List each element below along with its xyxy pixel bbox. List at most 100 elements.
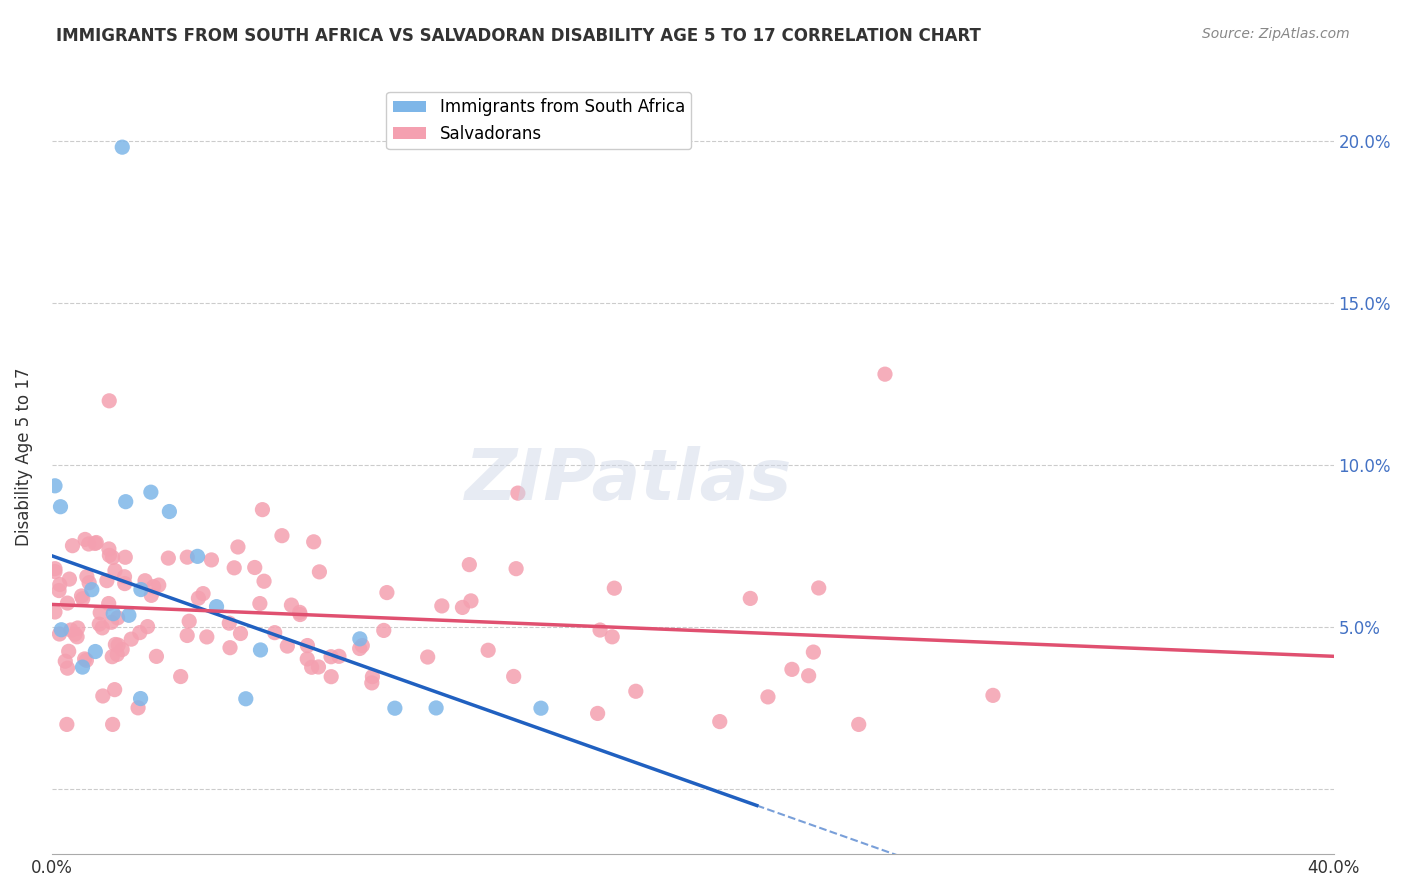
Point xyxy=(709,714,731,729)
Point xyxy=(460,594,482,608)
Point xyxy=(600,630,623,644)
Point xyxy=(349,641,371,656)
Point xyxy=(848,717,870,731)
Point xyxy=(191,586,214,600)
Point xyxy=(105,648,128,662)
Point xyxy=(319,649,342,664)
Text: R = -0.269   N =  22: R = -0.269 N = 22 xyxy=(449,95,605,111)
Point xyxy=(360,676,382,690)
Text: ZIPatlas: ZIPatlas xyxy=(465,446,793,516)
Point xyxy=(73,652,96,666)
Point xyxy=(134,574,156,588)
Point xyxy=(873,367,896,381)
Point xyxy=(48,627,70,641)
Point xyxy=(89,606,111,620)
Point xyxy=(224,561,246,575)
Point xyxy=(328,649,350,664)
Point xyxy=(361,670,384,684)
Point xyxy=(66,630,89,644)
Point xyxy=(186,549,208,564)
Point xyxy=(53,654,76,668)
Point xyxy=(101,717,124,731)
Point xyxy=(98,393,121,408)
Point xyxy=(219,640,242,655)
Point xyxy=(58,572,80,586)
Point xyxy=(271,529,294,543)
Point xyxy=(288,607,311,622)
Point xyxy=(451,600,474,615)
Legend: Immigrants from South Africa, Salvadorans: Immigrants from South Africa, Salvadoran… xyxy=(387,92,692,150)
Point xyxy=(96,574,118,588)
Point xyxy=(589,623,612,637)
Point xyxy=(263,625,285,640)
Point xyxy=(114,576,136,591)
Point xyxy=(297,639,319,653)
Point xyxy=(44,565,66,579)
Point xyxy=(425,701,447,715)
Point xyxy=(114,494,136,508)
Point xyxy=(187,591,209,606)
Point xyxy=(505,562,527,576)
Point xyxy=(276,639,298,653)
Point xyxy=(139,485,162,500)
Point xyxy=(84,644,107,658)
Point xyxy=(103,607,125,621)
Point xyxy=(44,562,66,576)
Point xyxy=(235,691,257,706)
Point xyxy=(807,581,830,595)
Point xyxy=(430,599,453,613)
Point xyxy=(253,574,276,589)
Point xyxy=(72,660,94,674)
Point xyxy=(169,669,191,683)
Point xyxy=(128,625,150,640)
Point xyxy=(44,479,66,493)
Point xyxy=(179,614,201,628)
Point xyxy=(252,502,274,516)
Point xyxy=(98,549,121,563)
Point xyxy=(104,564,127,578)
Point xyxy=(226,540,249,554)
Point xyxy=(502,669,524,683)
Point xyxy=(129,691,152,706)
Point xyxy=(56,717,79,731)
Point xyxy=(136,619,159,633)
Point xyxy=(756,690,779,704)
Point xyxy=(142,580,165,594)
Point xyxy=(56,661,79,675)
Point xyxy=(301,660,323,674)
Point xyxy=(243,560,266,574)
Text: Source: ZipAtlas.com: Source: ZipAtlas.com xyxy=(1202,27,1350,41)
Point xyxy=(352,639,374,653)
Text: R = -0.144   N = 122: R = -0.144 N = 122 xyxy=(449,135,609,150)
Point xyxy=(477,643,499,657)
Y-axis label: Disability Age 5 to 17: Disability Age 5 to 17 xyxy=(15,368,32,546)
Point xyxy=(59,623,82,637)
Point xyxy=(205,599,228,614)
Point xyxy=(70,589,93,603)
Point xyxy=(280,598,302,612)
Point xyxy=(120,632,142,647)
Point xyxy=(458,558,481,572)
Point xyxy=(229,626,252,640)
Point xyxy=(111,642,134,657)
Point xyxy=(416,650,439,665)
Point xyxy=(104,682,127,697)
Point xyxy=(349,632,371,646)
Point xyxy=(586,706,609,721)
Point xyxy=(218,616,240,631)
Point xyxy=(49,500,72,514)
Point xyxy=(97,597,120,611)
Point xyxy=(308,565,330,579)
Point xyxy=(91,689,114,703)
Point xyxy=(249,643,271,657)
Point xyxy=(114,550,136,565)
Point xyxy=(157,504,180,518)
Point xyxy=(249,597,271,611)
Point xyxy=(80,582,103,597)
Point xyxy=(100,615,122,630)
Point xyxy=(288,605,311,619)
Point xyxy=(84,536,107,550)
Point xyxy=(373,624,395,638)
Point xyxy=(321,670,343,684)
Point xyxy=(375,585,398,599)
